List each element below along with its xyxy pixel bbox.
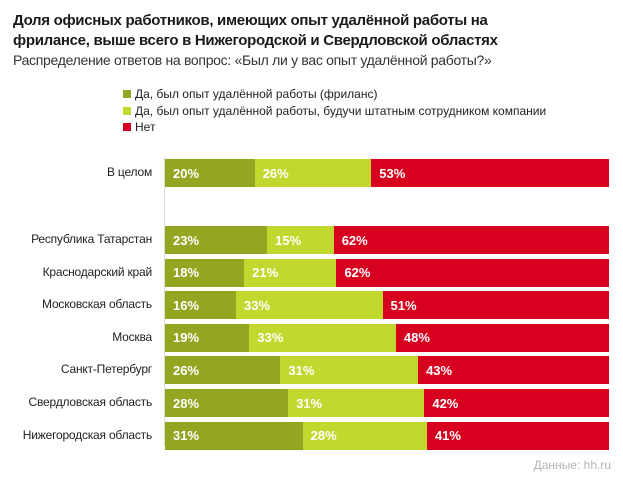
bar-segment: 16% [165, 291, 237, 320]
data-label: 33% [257, 330, 284, 346]
bar-row: 31% 28% 41% [165, 421, 609, 450]
category-axis-line [164, 156, 165, 446]
category-label: Нижегородская область [22, 427, 152, 442]
legend-label: Да, был опыт удалённой работы (фриланс) [135, 87, 378, 101]
bar-row: 16% 33% 51% [165, 291, 609, 320]
data-label: 16% [173, 297, 200, 313]
bar-segment: 15% [267, 226, 334, 254]
chart-title: Доля офисных работников, имеющих опыт уд… [13, 11, 613, 51]
legend-item: Нет [123, 119, 546, 136]
bar-segment: 19% [165, 323, 250, 352]
legend: Да, был опыт удалённой работы (фриланс) Д… [123, 86, 546, 136]
bar-row: 28% 31% 42% [165, 389, 609, 417]
legend-item: Да, был опыт удалённой работы, будучи шт… [123, 103, 546, 120]
bar-segment: 33% [236, 291, 383, 320]
category-label: Республика Татарстан [31, 232, 152, 246]
category-label: Санкт-Петербург [60, 362, 152, 377]
bar-segment: 26% [254, 159, 372, 187]
data-label: 31% [173, 428, 200, 444]
bar-segment: 43% [418, 356, 609, 385]
bar-segment: 18% [165, 258, 245, 287]
bar-row: 26% 31% 43% [165, 356, 609, 385]
bar-segment: 20% [165, 159, 255, 187]
data-label: 23% [173, 232, 200, 248]
category-label: Москва [112, 329, 152, 344]
legend-swatch [123, 90, 131, 99]
legend-item: Да, был опыт удалённой работы (фриланс) [123, 86, 546, 103]
legend-label: Да, был опыт удалённой работы, будучи шт… [135, 103, 547, 118]
bar-segment: 21% [244, 258, 337, 287]
data-label: 31% [288, 362, 315, 378]
data-label: 15% [275, 232, 302, 248]
legend-swatch [123, 123, 131, 132]
bar-row: 18% 21% 62% [165, 258, 609, 287]
bar-segment: 26% [165, 356, 281, 385]
bar-segment: 23% [165, 226, 268, 254]
data-label: 48% [403, 330, 430, 346]
bar-segment: 31% [165, 421, 303, 450]
data-label: 62% [344, 265, 371, 281]
bar-segment: 31% [280, 356, 419, 385]
data-label: 19% [173, 330, 200, 346]
data-label: 31% [296, 395, 323, 411]
data-label: 42% [432, 395, 459, 411]
data-label: 20% [173, 165, 200, 181]
category-label: Московская область [42, 297, 152, 312]
data-label: 28% [310, 428, 337, 444]
data-label: 53% [379, 165, 406, 181]
category-label: Свердловская область [28, 395, 153, 409]
data-label: 26% [173, 362, 200, 378]
data-label: 18% [173, 265, 200, 281]
data-label: 21% [252, 265, 279, 281]
bar-segment: 28% [165, 389, 289, 417]
data-label: 43% [426, 362, 453, 378]
data-label: 26% [262, 165, 289, 181]
data-label: 62% [341, 232, 368, 248]
bar-segment: 31% [288, 389, 425, 417]
bar-row: 19% 33% 48% [165, 323, 609, 352]
bar-segment: 53% [371, 159, 609, 187]
chart-subtitle: Распределение ответов на вопрос: «Был ли… [13, 52, 492, 68]
data-label: 28% [173, 395, 200, 411]
category-label: Краснодарский край [42, 264, 153, 279]
source-note: Данные: hh.ru [533, 458, 611, 472]
data-label: 41% [434, 428, 461, 444]
bar-segment: 42% [424, 389, 609, 417]
bar-segment: 62% [333, 226, 609, 254]
category-label: В целом [106, 165, 152, 179]
bar-segment: 51% [382, 291, 609, 320]
bar-segment: 62% [336, 258, 609, 287]
bar-segment: 48% [395, 323, 609, 352]
bar-segment: 41% [426, 421, 609, 450]
chart-title-line-1: Доля офисных работников, имеющих опыт уд… [13, 12, 488, 29]
bar-segment: 28% [302, 421, 427, 450]
data-label: 51% [390, 297, 417, 313]
bar-row: 20% 26% 53% [165, 159, 609, 187]
bar-segment: 33% [249, 323, 396, 352]
bar-row: 23% 15% 62% [165, 226, 609, 254]
data-label: 33% [244, 297, 271, 313]
legend-label: Нет [135, 120, 156, 134]
legend-swatch [123, 106, 131, 115]
chart-title-line-2: фрилансе, выше всего в Нижегородской и С… [13, 32, 498, 49]
